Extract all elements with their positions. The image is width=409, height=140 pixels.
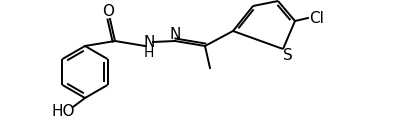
- Text: H: H: [144, 46, 154, 60]
- Text: S: S: [283, 47, 292, 62]
- Text: HO: HO: [51, 104, 74, 120]
- Text: N: N: [169, 26, 180, 41]
- Text: Cl: Cl: [309, 10, 324, 25]
- Text: N: N: [143, 34, 154, 50]
- Text: O: O: [102, 4, 114, 18]
